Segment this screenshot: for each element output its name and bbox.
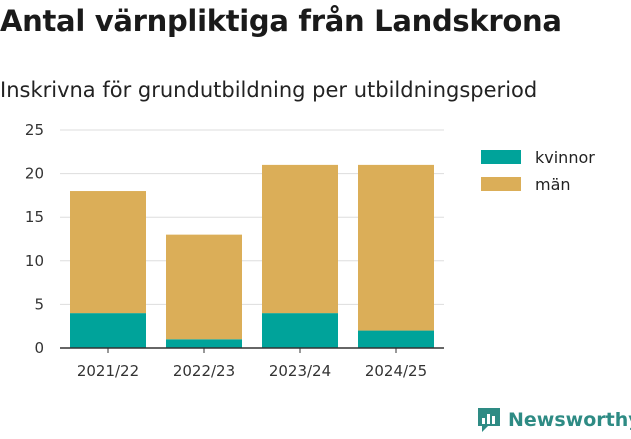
bar-man xyxy=(166,234,242,340)
bar-kvinnor xyxy=(70,313,146,348)
legend-swatch xyxy=(481,150,521,164)
bar-man xyxy=(70,191,146,314)
y-tick-label: 25 xyxy=(25,121,44,139)
bar-kvinnor xyxy=(262,313,338,348)
y-tick-label: 10 xyxy=(25,252,44,270)
y-tick-label: 5 xyxy=(34,295,44,313)
newsworthy-brand[interactable]: Newsworthy xyxy=(476,406,631,434)
x-tick-label: 2021/22 xyxy=(77,362,139,380)
legend: kvinnor män xyxy=(481,148,595,194)
legend-label: män xyxy=(535,175,571,194)
chart-subtitle: Inskrivna för grundutbildning per utbild… xyxy=(0,78,538,102)
bars xyxy=(70,164,434,348)
bar-man xyxy=(358,164,434,331)
chart-title: Antal värnpliktiga från Landskrona xyxy=(0,4,562,38)
bar-kvinnor xyxy=(166,339,242,348)
bar-kvinnor xyxy=(358,330,434,348)
x-tick-label: 2024/25 xyxy=(365,362,427,380)
newsworthy-logo-icon xyxy=(478,408,500,432)
x-tick-label: 2022/23 xyxy=(173,362,235,380)
x-tick-label: 2023/24 xyxy=(269,362,331,380)
y-tick-label: 0 xyxy=(34,339,44,357)
legend-swatch xyxy=(481,177,521,191)
axes: 0 5 10 15 20 25 2021/22 2022/23 2023/24 2024/25 xyxy=(25,121,444,380)
legend-label: kvinnor xyxy=(535,148,595,167)
brand-name: Newsworthy xyxy=(508,409,631,431)
y-tick-label: 15 xyxy=(25,208,44,226)
bar-man xyxy=(262,164,338,314)
y-tick-label: 20 xyxy=(25,165,44,183)
